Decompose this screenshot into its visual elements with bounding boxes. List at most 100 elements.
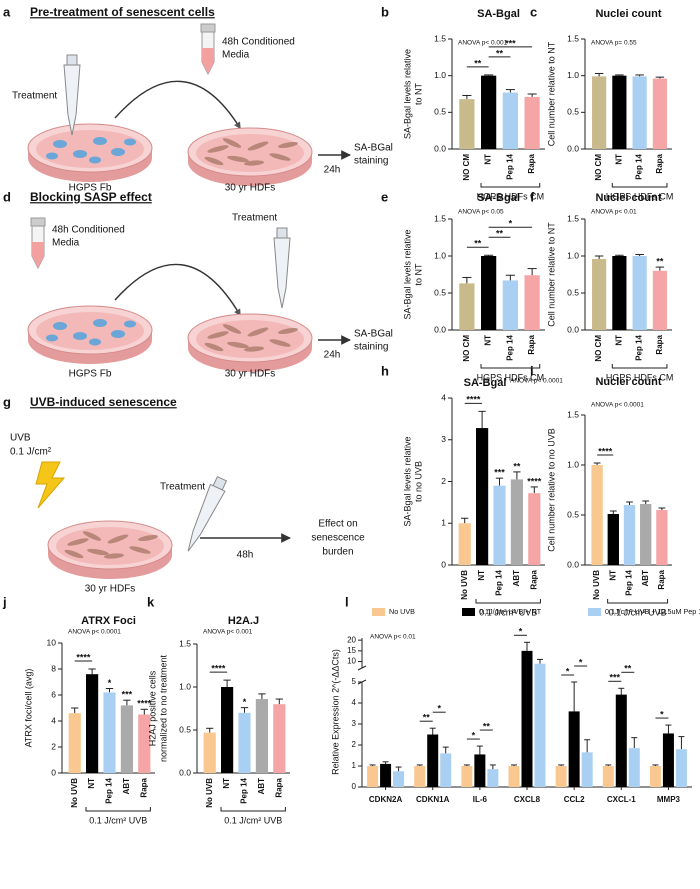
axis-break bbox=[357, 665, 367, 671]
dish-label: 30 yr HDFs bbox=[225, 183, 276, 194]
x-tick-label: CCL2 bbox=[564, 795, 585, 804]
bar bbox=[656, 510, 668, 565]
x-tick-label: Rapa bbox=[529, 569, 538, 589]
y-tick-label: 0.5 bbox=[567, 107, 579, 117]
significance-label: **** bbox=[137, 699, 152, 709]
bar bbox=[474, 754, 486, 787]
bar bbox=[534, 663, 546, 787]
x-tick-label: CXCL-1 bbox=[607, 795, 636, 804]
x-tick-label: Pep 14 bbox=[105, 777, 114, 803]
bar bbox=[103, 692, 116, 773]
readout-label: senescence bbox=[311, 533, 365, 544]
y-tick-label: 0 bbox=[51, 767, 56, 777]
x-tick-label: NT bbox=[477, 570, 486, 581]
significance-label: ** bbox=[483, 721, 491, 731]
significance-label: * bbox=[472, 730, 476, 740]
x-tick-label: Rapa bbox=[657, 569, 666, 589]
y-axis-label: SA-Bgal levels relative bbox=[402, 436, 412, 526]
group-bracket bbox=[475, 599, 541, 604]
chart-title: H2A.J bbox=[228, 615, 259, 627]
y-axis-label: Cell number relative to NT bbox=[546, 41, 556, 146]
x-tick-label: No UVB bbox=[205, 778, 214, 808]
uvb-label: UVB bbox=[10, 433, 31, 444]
bar bbox=[652, 78, 667, 149]
x-tick-label: Pep 14 bbox=[495, 569, 504, 595]
chart-title: Nuclei count bbox=[595, 192, 661, 204]
y-tick-label: 0 bbox=[352, 782, 357, 791]
x-tick-label: NT bbox=[614, 335, 623, 346]
dish-label: HGPS Fb bbox=[69, 183, 112, 194]
bar bbox=[461, 766, 473, 787]
bar bbox=[459, 283, 475, 330]
y-tick-label: 0.5 bbox=[567, 509, 579, 519]
y-tick-label: 15 bbox=[347, 646, 356, 655]
y-tick-label: 3 bbox=[352, 719, 357, 728]
time-label: 24h bbox=[324, 350, 341, 361]
x-tick-label: NT bbox=[614, 154, 623, 165]
panel-g: g UVB-induced senescence UVB 0.1 J/cm² T… bbox=[3, 394, 365, 594]
x-tick-label: NT bbox=[222, 778, 231, 789]
significance-label: * bbox=[243, 697, 247, 707]
x-tick-label: Pep 14 bbox=[505, 153, 514, 179]
x-tick-label: ABT bbox=[122, 778, 131, 795]
x-tick-label: Rapa bbox=[655, 334, 664, 354]
y-axis-label: Relative Expression 2^(-ΔΔCts) bbox=[330, 649, 340, 775]
significance-label: *** bbox=[494, 468, 505, 478]
bar bbox=[493, 485, 506, 565]
panel-letter: b bbox=[381, 4, 389, 19]
group-label: 0.1 J/cm² UVB bbox=[224, 815, 282, 825]
y-tick-label: 6 bbox=[51, 689, 56, 699]
panel-letter: c bbox=[530, 4, 537, 19]
treatment-label: Treatment bbox=[160, 482, 205, 493]
dish bbox=[27, 123, 153, 183]
tube bbox=[30, 217, 46, 269]
y-tick-label: 4 bbox=[352, 698, 357, 707]
y-tick-label: 1.5 bbox=[179, 638, 191, 648]
bar bbox=[138, 714, 151, 773]
significance-label: ** bbox=[496, 229, 504, 239]
panel-letter: d bbox=[3, 189, 11, 204]
y-tick-label: 1 bbox=[441, 518, 446, 528]
significance-label: * bbox=[660, 709, 664, 719]
pipette bbox=[273, 227, 291, 309]
significance-label: * bbox=[509, 219, 513, 229]
panel-a: a Pre-treatment of senescent cells Treat… bbox=[3, 4, 393, 193]
panel-letter: l bbox=[345, 594, 349, 609]
dish-label: 30 yr HDFs bbox=[225, 369, 276, 380]
significance-label: **** bbox=[466, 395, 481, 405]
treatment-label: Treatment bbox=[232, 213, 277, 224]
legend-swatch bbox=[462, 608, 475, 616]
y-tick-label: 4 bbox=[441, 392, 446, 402]
dish-label: HGPS Fb bbox=[69, 369, 112, 380]
bar bbox=[487, 769, 499, 787]
x-tick-label: ABT bbox=[257, 778, 266, 795]
annotation: ANOVA p< 0.0001 bbox=[591, 402, 644, 409]
significance-label: ** bbox=[624, 664, 632, 674]
bar bbox=[662, 733, 674, 787]
readout-label: staining bbox=[354, 342, 388, 353]
annotation: ANOVA p< 0.0001 bbox=[510, 378, 563, 385]
bar bbox=[458, 523, 471, 565]
group-label: HGPS HDFs CM bbox=[477, 372, 545, 382]
y-tick-label: 0 bbox=[441, 559, 446, 569]
bar bbox=[591, 465, 603, 565]
x-tick-label: CDKN1A bbox=[416, 795, 450, 804]
x-tick-label: Rapa bbox=[527, 153, 536, 173]
y-tick-label: 1.5 bbox=[567, 409, 579, 419]
group-bracket bbox=[611, 183, 668, 188]
panel-letter: g bbox=[3, 394, 11, 409]
y-tick-label: 0.5 bbox=[567, 287, 579, 297]
bar bbox=[528, 493, 541, 565]
significance-label: **** bbox=[211, 663, 226, 673]
x-tick-label: CXCL8 bbox=[514, 795, 541, 804]
x-tick-label: CDKN2A bbox=[369, 795, 403, 804]
y-axis-label: H2AJ positive cells bbox=[147, 670, 157, 746]
bar bbox=[273, 704, 286, 773]
media-label: 48h Conditioned bbox=[52, 225, 125, 236]
group-label: HGPS HDFs CM bbox=[606, 191, 674, 201]
bar bbox=[612, 256, 627, 330]
y-tick-label: 4 bbox=[51, 715, 56, 725]
bar bbox=[640, 504, 652, 565]
group-bracket bbox=[611, 364, 668, 369]
